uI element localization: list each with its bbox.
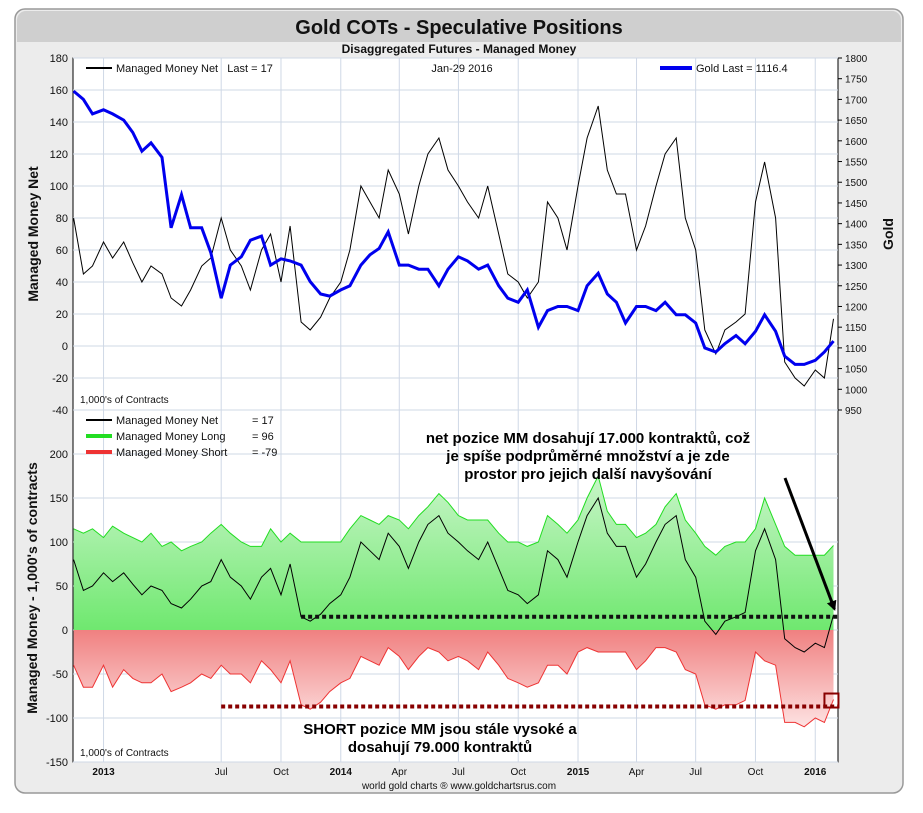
chart-title: Gold COTs - Speculative Positions: [295, 17, 622, 39]
axes-labels: 2013 Jul Oct 2014 Apr Jul Oct 2015 Apr Jul Oct 2016…: [46, 53, 868, 778]
top-y-right-tick-label: 1750: [845, 75, 868, 86]
annotation-short-line: dosahují 79.000 kontraktů: [348, 739, 532, 756]
bottom-legend-value: = 17: [252, 415, 274, 427]
x-tick-label: 2013: [92, 767, 115, 778]
x-tick-label: Oct: [510, 767, 526, 778]
x-tick-label: 2016: [804, 767, 827, 778]
long-series-line: [73, 474, 834, 556]
bottom-y-tick-label: -100: [46, 713, 68, 725]
top-y-right-tick-label: 1050: [845, 365, 868, 376]
top-y-right-tick-label: 1100: [845, 344, 867, 355]
top-units-note: 1,000's of Contracts: [80, 395, 169, 406]
top-y-right-tick-label: 1550: [845, 158, 868, 169]
top-y-right-tick-label: 1450: [845, 199, 868, 210]
x-tick-label: Oct: [748, 767, 764, 778]
legend-gold-text: Gold Last = 1116.4: [696, 63, 788, 75]
x-tick-label: Jul: [215, 767, 228, 778]
top-ylabel-left: Managed Money Net: [25, 166, 41, 302]
legend-net-text: Managed Money Net Last = 17: [116, 63, 273, 75]
annotation-net-line: prostor pro jejich další navyšování: [464, 466, 712, 483]
bottom-legend: Managed Money Net = 17 Managed Money Long =…: [86, 415, 277, 459]
bottom-legend-name: Managed Money Short: [116, 447, 227, 459]
top-y-right-tick-label: 1000: [845, 385, 868, 396]
bottom-y-tick-label: 0: [62, 625, 68, 637]
x-tick-label: Oct: [273, 767, 289, 778]
top-y-tick-label: -20: [52, 373, 68, 385]
top-y-right-tick-label: 1500: [845, 178, 868, 189]
footer-text: world gold charts ® www.goldchartsrus.co…: [361, 781, 556, 792]
short-highlight-box: [823, 692, 840, 709]
annotation-net-line: net pozice MM dosahují 17.000 kontraktů,…: [426, 430, 750, 447]
bottom-y-tick-label: -50: [52, 669, 68, 681]
top-y-tick-label: 120: [50, 149, 68, 161]
bottom-ylabel: Managed Money - 1,000's of contracts: [24, 462, 40, 714]
short-area: [73, 630, 834, 727]
long-area: [73, 476, 834, 630]
top-y-right-tick-label: 950: [845, 406, 862, 417]
annotation-net-line: je spíše podprůměrné množství a je zde: [445, 448, 729, 465]
top-y-tick-label: 160: [50, 85, 68, 97]
top-y-right-tick-label: 1800: [845, 54, 868, 65]
top-y-tick-label: 20: [56, 309, 68, 321]
top-y-tick-label: -40: [52, 405, 68, 417]
bottom-units-note: 1,000's of Contracts: [80, 748, 169, 759]
top-plot-area: [72, 57, 839, 411]
top-y-right-tick-label: 1300: [845, 261, 868, 272]
top-y-tick-label: 100: [50, 181, 68, 193]
title-bar-fill: [17, 30, 901, 42]
top-y-tick-label: 40: [56, 277, 68, 289]
top-y-right-tick-label: 1200: [845, 302, 868, 313]
annotation-arrow: [783, 477, 837, 611]
annotations: net pozice MM dosahují 17.000 kontraktů,…: [303, 430, 840, 756]
top-ylabel-right: Gold: [880, 218, 896, 250]
top-y-right-tick-label: 1150: [845, 323, 867, 334]
bottom-y-tick-label: 150: [50, 493, 68, 505]
top-y-tick-label: 80: [56, 213, 68, 225]
bottom-y-tick-label: 100: [50, 537, 68, 549]
net-series-line-bottom: [73, 496, 834, 653]
top-grid: [73, 57, 838, 411]
bottom-legend-value: = -79: [252, 447, 277, 459]
chart-subtitle: Disaggregated Futures - Managed Money: [342, 42, 577, 56]
x-tick-label: Jul: [689, 767, 702, 778]
bottom-legend-name: Managed Money Net: [116, 415, 218, 427]
bottom-y-tick-label: 50: [56, 581, 68, 593]
top-y-right-tick-label: 1600: [845, 137, 868, 148]
bottom-y-tick-label: -150: [46, 757, 68, 769]
x-tick-label: 2015: [567, 767, 590, 778]
x-tick-label: Jul: [452, 767, 465, 778]
annotation-short-line: SHORT pozice MM jsou stále vysoké a: [303, 721, 577, 738]
bottom-areas: [73, 476, 834, 727]
gold-series-line: [72, 89, 835, 366]
x-tick-label: 2014: [330, 767, 353, 778]
top-y-right-tick-label: 1700: [845, 95, 868, 106]
x-tick-label: Apr: [629, 767, 645, 778]
top-y-tick-label: 180: [50, 53, 68, 65]
top-y-tick-label: 60: [56, 245, 68, 257]
top-y-tick-label: 0: [62, 341, 68, 353]
legend-date-text: Jan-29 2016: [431, 63, 492, 75]
bottom-legend-name: Managed Money Long: [116, 431, 225, 443]
top-y-right-tick-label: 1400: [845, 220, 868, 231]
x-tick-label: Apr: [391, 767, 407, 778]
bottom-legend-value: = 96: [252, 431, 274, 443]
top-y-tick-label: 140: [50, 117, 68, 129]
bottom-lines: [73, 474, 838, 728]
top-y-right-tick-label: 1350: [845, 240, 868, 251]
bottom-y-tick-label: 200: [50, 449, 68, 461]
top-lines: [72, 89, 835, 387]
top-y-right-tick-label: 1250: [845, 282, 868, 293]
net-series-line-top: [73, 105, 834, 387]
top-y-right-tick-label: 1650: [845, 116, 868, 127]
